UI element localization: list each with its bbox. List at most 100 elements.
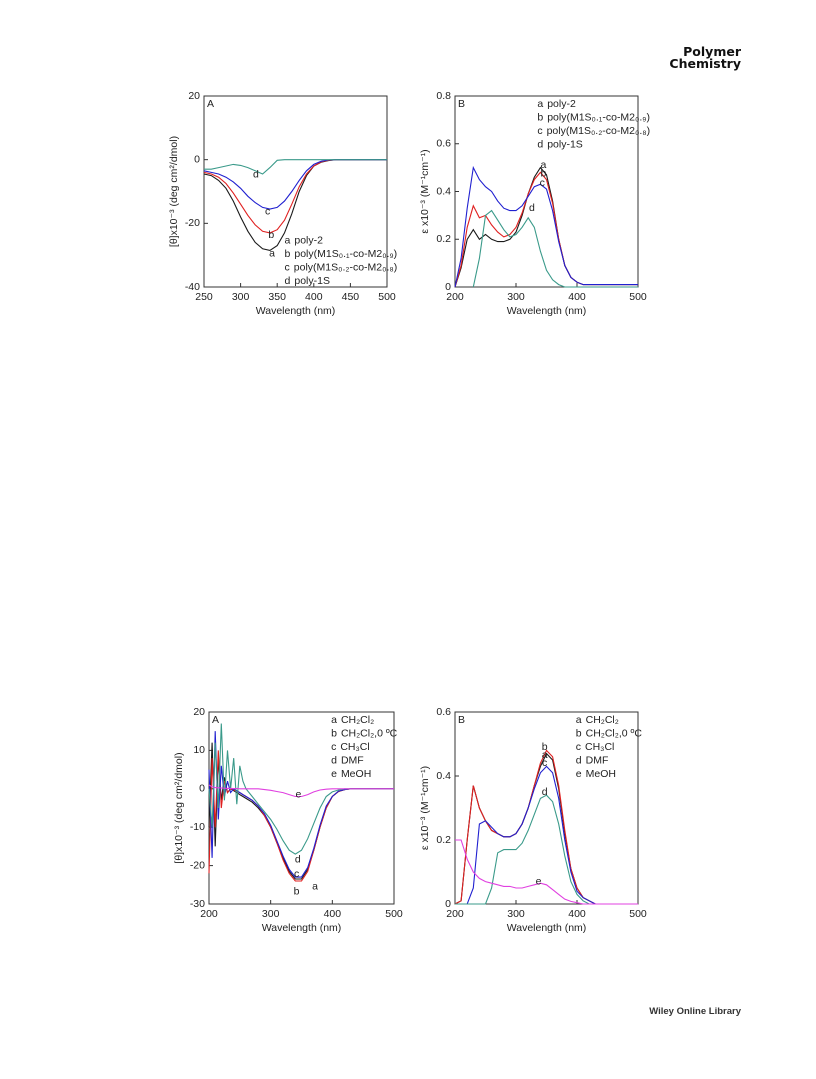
plot-frame <box>208 711 395 905</box>
legend-letter: b <box>331 727 337 739</box>
curve-label: b <box>268 229 274 241</box>
x-tick-label: 400 <box>305 291 323 303</box>
x-tick-label: 500 <box>629 291 647 303</box>
x-tick-label: 400 <box>568 291 586 303</box>
panel-label: B <box>458 98 465 110</box>
curve-label: d <box>542 786 548 798</box>
legend-name: poly-2 <box>547 98 576 110</box>
legend-entry: d poly-1S <box>537 138 582 150</box>
legend-name: CH₂Cl₂ <box>341 714 374 726</box>
series-line <box>454 165 638 288</box>
plot-frame <box>454 711 639 905</box>
curve-label: c <box>294 868 299 880</box>
legend-letter: c <box>576 741 581 753</box>
x-axis-label: Wavelength (nm) <box>507 922 587 934</box>
legend-letter: b <box>537 111 543 123</box>
legend-name: poly(M1S₀.₁-co-M2₀.₉) <box>294 248 397 260</box>
journal-line: Polymer <box>683 44 741 59</box>
legend-entry: e MeOH <box>331 768 371 780</box>
legend-entry: a CH₂Cl₂ <box>576 714 619 726</box>
legend-name: CH₂Cl₂,0 ºC <box>586 727 643 739</box>
x-tick-label: 300 <box>232 291 250 303</box>
legend-letter: e <box>576 768 582 780</box>
legend-letter: a <box>576 714 582 726</box>
legend-name: DMF <box>341 754 364 766</box>
legend-name: poly(M1S₀.₂-co-M2₀.₈) <box>294 261 398 273</box>
legend-entry: c CH₃Cl <box>331 741 370 753</box>
y-tick-label: 0.6 <box>436 138 451 150</box>
x-tick-label: 300 <box>507 908 525 920</box>
panel-label: B <box>458 714 465 726</box>
legend-name: poly(M1S₀.₂-co-M2₀.₈) <box>547 125 651 137</box>
legend-entry: b CH₂Cl₂,0 ºC <box>576 727 643 739</box>
y-axis-label: ε x10⁻³ (M⁻¹cm⁻¹) <box>419 766 431 850</box>
legend-letter: b <box>576 727 582 739</box>
curve-label: d <box>529 202 535 214</box>
y-tick-label: -30 <box>190 898 205 910</box>
plot-frame <box>203 95 388 288</box>
y-tick-label: 10 <box>193 744 205 756</box>
y-tick-label: 0.4 <box>436 770 451 782</box>
curve-label: e <box>536 875 542 887</box>
y-tick-label: 0.2 <box>436 233 451 245</box>
y-axis-label: [θ]x10⁻³ (deg cm²/dmol) <box>168 136 180 247</box>
legend-name: MeOH <box>586 768 616 780</box>
series-line <box>472 209 638 288</box>
legend-entry: a poly-2 <box>285 234 324 246</box>
publisher-footer: Wiley Online Library <box>649 1006 741 1017</box>
series-line <box>455 839 638 905</box>
x-tick-label: 500 <box>629 908 647 920</box>
x-tick-label: 500 <box>385 908 403 920</box>
x-tick-label: 250 <box>195 291 213 303</box>
curve-label: d <box>253 169 259 181</box>
legend-letter: c <box>537 125 542 137</box>
legend-letter: a <box>331 714 337 726</box>
x-tick-label: 200 <box>446 908 464 920</box>
y-tick-label: -20 <box>190 859 205 871</box>
legend-entry: b poly(M1S₀.₁-co-M2₀.₉) <box>285 248 398 260</box>
x-tick-label: 400 <box>568 908 586 920</box>
legend-letter: d <box>576 754 582 766</box>
legend-entry: b CH₂Cl₂,0 ºC <box>331 727 398 739</box>
legend-letter: d <box>331 754 337 766</box>
legend-name: CH₃Cl <box>340 741 369 753</box>
legend-name: poly-1S <box>294 275 330 287</box>
legend-entry: c poly(M1S₀.₂-co-M2₀.₈) <box>537 125 650 137</box>
legend-entry: e MeOH <box>576 768 616 780</box>
x-axis-label: Wavelength (nm) <box>256 305 336 317</box>
y-tick-label: 0.2 <box>436 834 451 846</box>
legend-name: MeOH <box>341 768 371 780</box>
series-line <box>208 742 394 880</box>
journal-line: Chemistry <box>669 56 741 71</box>
curve-label: b <box>294 885 300 897</box>
series-line <box>455 794 638 905</box>
y-tick-label: 0 <box>194 153 200 165</box>
legend-entry: a poly-2 <box>537 98 576 110</box>
legend-letter: d <box>537 138 543 150</box>
legend-entry: c CH₃Cl <box>576 741 615 753</box>
panel-label: A <box>212 714 219 726</box>
legend-entry: b poly(M1S₀.₁-co-M2₀.₉) <box>537 111 650 123</box>
curve-label: a <box>541 159 547 171</box>
y-tick-label: 0.8 <box>436 90 451 102</box>
curve-label: b <box>542 741 548 753</box>
legend-name: poly-1S <box>547 138 583 150</box>
legend-entry: d DMF <box>576 754 609 766</box>
x-tick-label: 350 <box>268 291 286 303</box>
y-tick-label: 20 <box>193 706 205 718</box>
y-tick-label: 20 <box>188 90 200 102</box>
y-tick-label: 0.6 <box>436 706 451 718</box>
y-tick-label: -20 <box>185 217 200 229</box>
curve-label: c <box>265 206 270 218</box>
legend-letter: b <box>285 248 291 260</box>
legend-name: poly-2 <box>294 234 323 246</box>
curve-label: c <box>540 177 545 189</box>
y-tick-label: -10 <box>190 821 205 833</box>
y-tick-label: 0 <box>199 783 205 795</box>
legend-letter: d <box>285 275 291 287</box>
legend-name: CH₂Cl₂,0 ºC <box>341 727 398 739</box>
curve-label: a <box>312 881 318 893</box>
curve-label: a <box>542 749 548 761</box>
x-tick-label: 300 <box>262 908 280 920</box>
